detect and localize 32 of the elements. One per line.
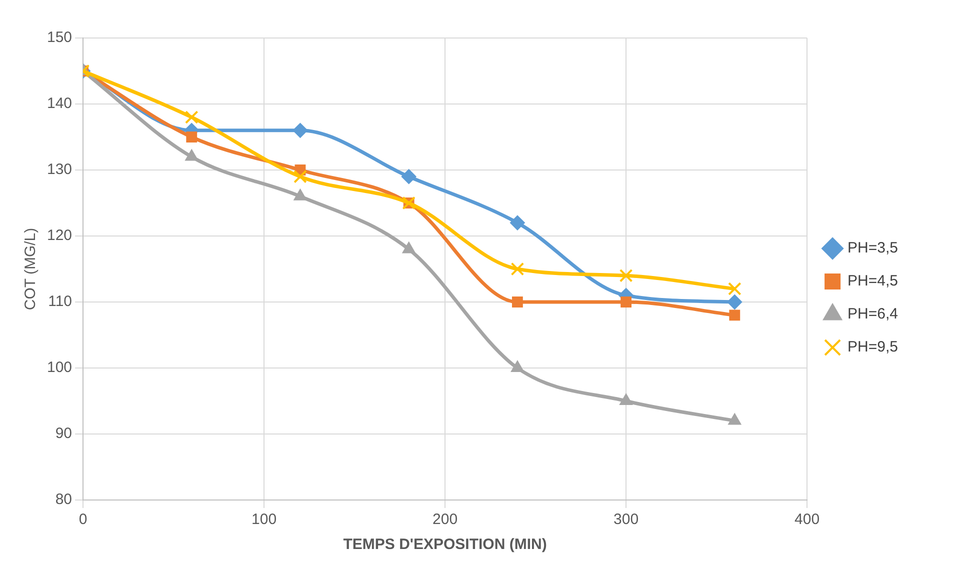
legend-label: PH=6,4 <box>848 306 898 323</box>
y-tick-label: 150 <box>46 29 72 46</box>
y-axis-title: COT (MG/L) <box>22 228 40 310</box>
y-tick-label: 110 <box>48 293 72 310</box>
y-tick-label: 80 <box>55 491 72 508</box>
x-tick-label: 200 <box>432 511 458 528</box>
point <box>510 215 525 230</box>
point <box>619 268 633 282</box>
y-tick-label: 100 <box>46 359 72 376</box>
point <box>729 310 740 321</box>
y-tick-label: 130 <box>46 161 72 178</box>
point <box>512 296 523 308</box>
x-tick-label: 0 <box>78 511 88 528</box>
x-tick-label: 300 <box>614 511 639 528</box>
legend-label: PH=4,5 <box>848 272 898 290</box>
x-tick-label: 100 <box>252 511 277 528</box>
legend-label: PH=9,5 <box>848 338 898 356</box>
y-tick-label: 120 <box>46 227 72 244</box>
point <box>184 110 198 124</box>
point <box>728 282 742 296</box>
point <box>294 170 307 184</box>
point <box>292 122 308 138</box>
y-tick-label: 90 <box>55 425 72 442</box>
x-axis-title: TEMPS D'EXPOSITION (MIN) <box>343 536 547 554</box>
y-tick-label: 140 <box>46 95 72 112</box>
x-tick-label: 400 <box>794 511 820 528</box>
legend-label: PH=3,5 <box>848 240 898 257</box>
point <box>727 294 742 310</box>
point <box>186 132 198 142</box>
point <box>620 296 632 308</box>
point <box>510 262 524 276</box>
point <box>401 169 416 184</box>
